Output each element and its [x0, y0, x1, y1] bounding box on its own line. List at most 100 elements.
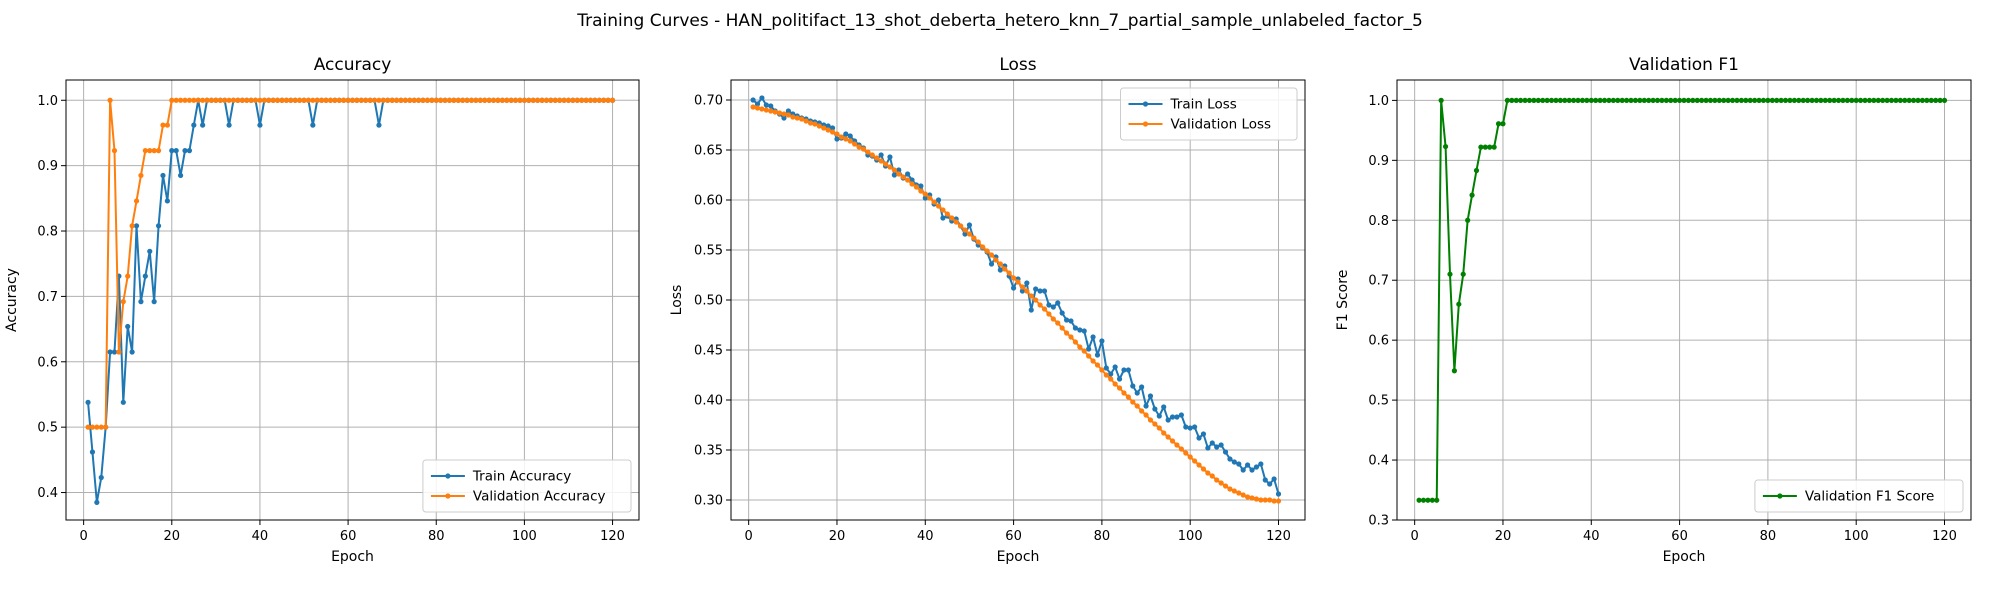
train-loss-point [1121, 367, 1127, 373]
train-loss-point [847, 133, 853, 139]
validation-accuracy-point [446, 97, 453, 103]
validation-accuracy-point [345, 97, 351, 103]
train-loss-point [1116, 376, 1123, 382]
validation-f1-score-point [1650, 97, 1656, 103]
validation-f1-score-point [1447, 271, 1453, 277]
validation-accuracy-point [482, 97, 488, 103]
validation-loss-legend-marker [1142, 121, 1149, 127]
validation-f1-score-point [1760, 97, 1767, 103]
validation-loss-point [1108, 376, 1114, 382]
validation-loss-point [988, 252, 995, 258]
train-loss-point [1134, 390, 1140, 396]
validation-f1-score-point [1902, 97, 1908, 103]
validation-f1-score-point [1822, 97, 1828, 103]
validation-f1-y-tick-label: 0.4 [1368, 454, 1389, 469]
train-loss-point [1214, 444, 1220, 450]
validation-f1-score-point [1615, 97, 1621, 103]
loss-x-tick-label: 80 [1094, 529, 1111, 544]
validation-loss-point [887, 164, 893, 170]
validation-accuracy-point [244, 97, 250, 103]
accuracy-x-tick-label: 100 [512, 529, 537, 544]
loss-y-tick-label: 0.70 [694, 94, 723, 109]
validation-f1-score-point [1522, 97, 1528, 103]
validation-accuracy-point [477, 97, 483, 103]
validation-f1-score-point [1509, 97, 1515, 103]
train-loss-point [962, 231, 968, 237]
loss-x-tick-label: 60 [1005, 529, 1022, 544]
validation-loss-point [1121, 390, 1127, 396]
validation-loss-point [1041, 306, 1048, 312]
validation-loss-point [1059, 325, 1065, 331]
accuracy-x-tick-label: 0 [79, 529, 87, 544]
validation-loss-point [1094, 362, 1101, 368]
validation-f1-score-point [1721, 97, 1727, 103]
validation-f1-score-point [1588, 97, 1594, 103]
validation-loss-point [776, 110, 783, 116]
validation-f1-score-point [1800, 97, 1806, 103]
validation-loss-point [794, 115, 800, 121]
validation-f1-score-point [1641, 97, 1647, 103]
validation-f1-score-point [1880, 97, 1886, 103]
validation-accuracy-point [310, 97, 316, 103]
train-accuracy-legend-marker [445, 473, 451, 479]
validation-accuracy-point [398, 97, 404, 103]
validation-loss-point [838, 134, 844, 140]
validation-loss-point [966, 231, 973, 237]
validation-accuracy-point [186, 97, 193, 103]
train-loss-point [935, 197, 942, 203]
validation-f1-score-point [1937, 97, 1943, 103]
train-loss-point [1253, 464, 1260, 470]
validation-accuracy-point [107, 97, 113, 103]
validation-loss-point [1116, 385, 1123, 391]
validation-loss-point [754, 105, 761, 111]
validation-accuracy-point [297, 97, 303, 103]
validation-loss-point [997, 261, 1003, 267]
validation-loss-point [1081, 348, 1087, 354]
train-loss-point [878, 152, 884, 158]
validation-loss-point [1103, 372, 1109, 378]
validation-loss-point [1024, 288, 1030, 294]
validation-loss-point [1086, 353, 1092, 359]
validation-loss-point [896, 171, 902, 177]
train-loss-point [1077, 327, 1083, 333]
validation-f1-score-point [1548, 97, 1555, 103]
train-accuracy-point [133, 223, 140, 229]
validation-f1-score-point [1429, 497, 1435, 503]
validation-loss-point [1033, 297, 1039, 303]
validation-accuracy-point [583, 97, 589, 103]
validation-accuracy-point [385, 97, 391, 103]
train-loss-point [1143, 403, 1149, 409]
validation-loss-point [1214, 477, 1220, 483]
validation-loss-point [1055, 320, 1061, 326]
loss-y-tick-label: 0.50 [694, 294, 723, 309]
validation-f1-y-tick-label: 0.3 [1368, 514, 1389, 529]
validation-f1-legend-box [1754, 479, 1964, 513]
train-loss-point [1125, 367, 1131, 373]
validation-f1-score-point [1628, 97, 1634, 103]
validation-accuracy-point [248, 97, 254, 103]
train-accuracy-point [257, 122, 263, 128]
validation-loss-point [843, 136, 849, 142]
validation-loss-point [829, 129, 836, 135]
validation-loss-point [962, 227, 968, 233]
validation-loss-point [975, 239, 981, 245]
validation-loss-point [1130, 399, 1136, 405]
validation-accuracy-point [138, 172, 144, 179]
validation-accuracy-point [389, 97, 395, 103]
validation-loss-point [935, 203, 942, 209]
validation-f1-score-point [1849, 97, 1855, 103]
train-accuracy-point [169, 148, 175, 154]
validation-f1-score-point [1862, 97, 1868, 103]
validation-accuracy-point [460, 97, 466, 103]
validation-accuracy-point [125, 273, 131, 279]
train-loss-point [1183, 424, 1189, 430]
train-loss-point [1086, 346, 1092, 352]
accuracy-series-group [85, 97, 616, 505]
validation-loss-point [812, 121, 818, 127]
validation-f1-score-point [1425, 497, 1431, 503]
loss-x-tick-label: 100 [1178, 529, 1203, 544]
validation-f1-axes-frame [1396, 79, 1972, 521]
validation-accuracy-point [195, 97, 201, 103]
validation-f1-x-tick-label: 80 [1760, 529, 1777, 544]
validation-f1-score-point [1487, 144, 1493, 150]
